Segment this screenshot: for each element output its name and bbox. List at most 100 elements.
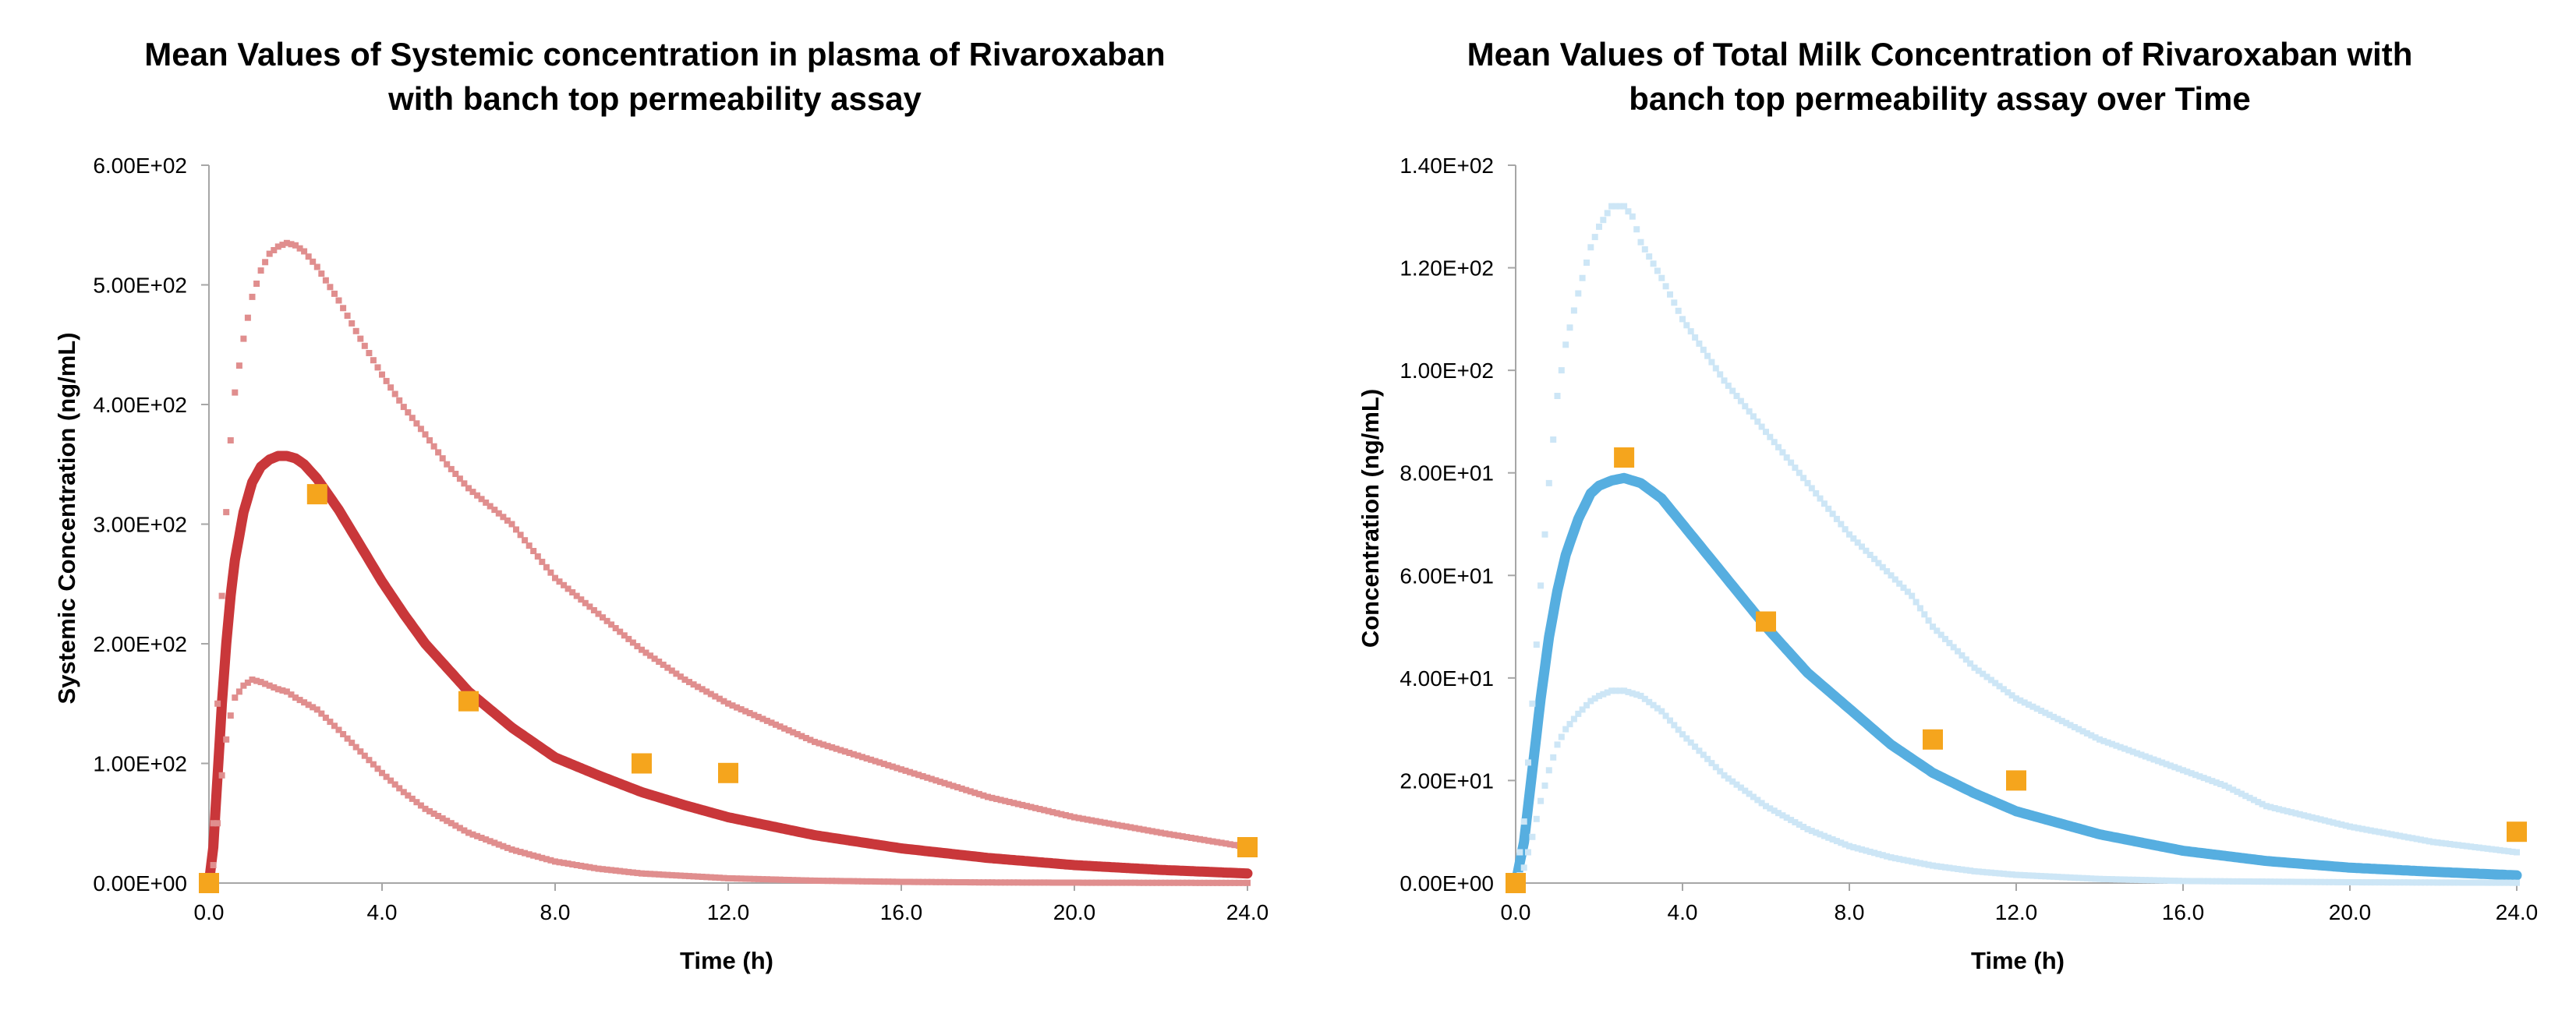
series-lower-point xyxy=(1983,869,1990,876)
series-upper-point xyxy=(1959,652,1966,659)
series-upper-point xyxy=(522,537,529,544)
series-lower-point xyxy=(807,877,814,884)
series-lower-point xyxy=(833,878,840,885)
series-upper-point xyxy=(2021,699,2028,706)
series-upper-point xyxy=(1746,408,1753,415)
series-lower-point xyxy=(1996,870,2003,877)
series-lower-point xyxy=(1545,767,1552,774)
series-lower-point xyxy=(898,878,904,885)
series-lower-point xyxy=(1192,879,1199,886)
series-upper-point xyxy=(997,797,1004,804)
series-lower-point xyxy=(841,878,848,885)
series-upper-point xyxy=(525,542,533,549)
series-lower-point xyxy=(2334,878,2341,885)
series-lower-point xyxy=(1119,879,1126,886)
series-upper-point xyxy=(2121,745,2128,752)
series-lower-point xyxy=(2134,876,2141,883)
series-upper-point xyxy=(880,761,887,768)
series-upper-point xyxy=(1516,849,1523,856)
series-lower-point xyxy=(2159,877,2166,884)
series-lower-point xyxy=(2296,878,2303,885)
series-upper-point xyxy=(357,335,364,342)
series-upper-point xyxy=(812,738,818,745)
series-lower-point xyxy=(2401,879,2408,886)
series-lower-point xyxy=(2301,878,2308,885)
series-upper-point xyxy=(349,320,356,327)
series-lower-point xyxy=(292,694,299,701)
series-upper-point xyxy=(985,793,991,800)
series-upper-point xyxy=(2276,806,2282,813)
series-lower-point xyxy=(1650,701,1657,708)
series-lower-point xyxy=(522,850,529,857)
series-lower-point xyxy=(2309,878,2316,885)
series-lower-point xyxy=(1934,863,1941,870)
series-lower-point xyxy=(777,876,784,883)
y-tick-label: 0.00E+00 xyxy=(1399,871,1494,896)
series-upper-point xyxy=(2271,805,2278,811)
series-upper-point xyxy=(1621,203,1628,210)
series-upper-point xyxy=(1062,812,1069,818)
series-upper-point xyxy=(742,708,749,715)
series-lower-point xyxy=(742,875,749,882)
series-lower-point xyxy=(2188,878,2195,885)
series-lower-point xyxy=(1829,836,1836,843)
series-lower-point xyxy=(1667,717,1673,724)
series-lower-point xyxy=(2138,877,2145,884)
series-lower-point xyxy=(1633,691,1640,698)
series-upper-point xyxy=(2443,840,2450,847)
series-upper-point xyxy=(781,725,788,732)
observed-marker xyxy=(718,762,738,783)
series-lower-point xyxy=(1101,879,1108,886)
series-lower-point xyxy=(335,726,342,733)
series-upper-point xyxy=(2175,765,2182,772)
series-lower-point xyxy=(2496,879,2503,886)
series-upper-point xyxy=(456,475,463,482)
series-upper-point xyxy=(802,735,809,741)
series-lower-point xyxy=(1975,868,1982,875)
series-lower-point xyxy=(1696,747,1703,754)
series-upper-point xyxy=(617,628,624,635)
series-upper-point xyxy=(868,756,875,763)
series-upper-point xyxy=(2058,718,2065,725)
series-upper-point xyxy=(647,652,654,659)
series-lower-point xyxy=(1045,879,1052,886)
series-lower-point xyxy=(444,818,451,825)
series-lower-point xyxy=(2088,875,2095,882)
series-upper-point xyxy=(1796,469,1803,476)
series-lower-point xyxy=(1859,846,1865,853)
series-lower-point xyxy=(495,841,502,848)
series-lower-point xyxy=(716,874,723,881)
series-upper-point xyxy=(1937,631,1944,638)
series-lower-point xyxy=(1570,715,1577,722)
series-upper-point xyxy=(993,796,1000,803)
series-upper-point xyxy=(2079,728,2086,735)
series-upper-point xyxy=(1170,832,1177,839)
series-lower-point xyxy=(1600,691,1607,698)
series-lower-point xyxy=(863,878,870,885)
series-upper-point xyxy=(2496,846,2503,853)
series-upper-point xyxy=(305,253,312,260)
series-lower-point xyxy=(1184,879,1191,886)
y-tick-label: 3.00E+02 xyxy=(93,513,187,537)
series-lower-point xyxy=(2100,875,2107,882)
series-upper-point xyxy=(1934,627,1941,634)
series-lower-point xyxy=(561,860,568,867)
series-mean-line xyxy=(203,450,1253,889)
series-upper-point xyxy=(430,443,437,450)
series-lower-point xyxy=(2430,879,2436,886)
series-lower-point xyxy=(452,822,459,829)
series-lower-point xyxy=(2326,878,2333,885)
series-upper-point xyxy=(1205,837,1212,844)
series-lower-point xyxy=(2263,878,2270,885)
x-tick-label: 16.0 xyxy=(880,900,923,924)
series-upper-point xyxy=(816,740,823,747)
series-lower-point xyxy=(1754,797,1761,804)
x-tick-label: 20.0 xyxy=(1053,900,1096,924)
series-upper-point xyxy=(855,752,862,759)
series-upper-point xyxy=(794,731,801,737)
series-upper-point xyxy=(763,717,770,724)
series-lower-point xyxy=(2342,879,2349,885)
series-upper-point xyxy=(1646,253,1653,260)
x-tick-label: 8.0 xyxy=(540,900,571,924)
series-upper-point xyxy=(2042,709,2049,716)
